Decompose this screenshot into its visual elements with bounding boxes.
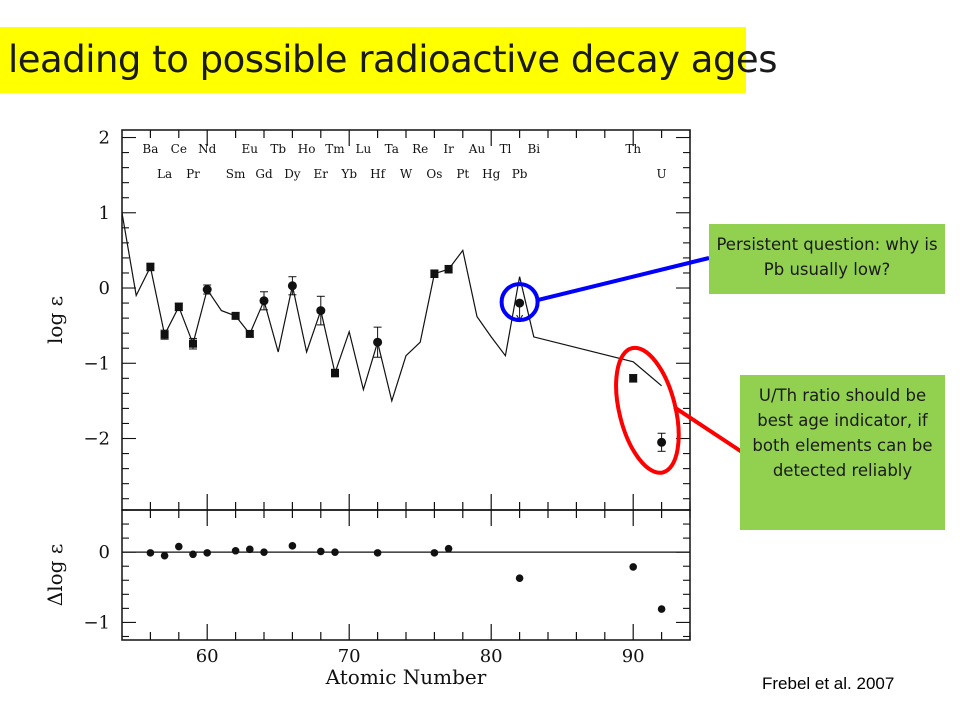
data-point: [202, 285, 212, 295]
y-axis-label: log ε: [43, 296, 67, 344]
title-banner: leading to possible radioactive decay ag…: [0, 27, 777, 93]
element-label: Yb: [340, 167, 357, 181]
data-point: [189, 339, 197, 348]
uth-highlight-ellipse: [614, 345, 681, 475]
x-axis-label: Atomic Number: [325, 665, 487, 689]
x-tick-label: 60: [196, 646, 219, 667]
data-point: [231, 311, 240, 320]
data-point: [245, 329, 254, 338]
residual-point: [629, 563, 637, 571]
data-point: [146, 262, 155, 271]
element-label: Pt: [456, 167, 469, 181]
residual-point: [246, 545, 254, 554]
residual-point: [260, 548, 268, 556]
element-label: La: [157, 167, 172, 181]
y-tick-label: 2: [99, 128, 110, 149]
residual-point: [175, 542, 183, 551]
x-tick-label: 80: [480, 646, 503, 667]
residual-point: [331, 548, 339, 556]
element-label: Pb: [512, 167, 528, 181]
element-label: Sm: [226, 167, 246, 181]
residual-point: [317, 547, 325, 556]
residual-point: [160, 551, 169, 560]
element-label: Dy: [284, 167, 301, 181]
element-label: Ho: [298, 142, 316, 156]
residual-point: [657, 605, 666, 613]
element-label: Os: [426, 167, 442, 181]
data-point: [629, 374, 638, 383]
residual-point: [430, 549, 439, 557]
residual-point: [288, 542, 297, 550]
element-label: W: [400, 167, 413, 181]
pb-highlight-circle: [499, 282, 540, 323]
data-point: [331, 369, 339, 378]
residual-point: [146, 549, 155, 557]
element-label: Hg: [482, 167, 500, 181]
element-label: Bi: [527, 142, 540, 156]
data-point: [174, 302, 183, 311]
data-point: [373, 337, 383, 347]
y-tick-label: −1: [83, 353, 110, 374]
element-label: Hf: [370, 167, 386, 181]
element-label: Er: [314, 167, 329, 181]
lower-panel-frame: [121, 509, 691, 641]
y-tick-label: 1: [99, 203, 110, 224]
slide-title: leading to possible radioactive decay ag…: [8, 38, 777, 81]
element-label: Th: [625, 142, 641, 156]
residual-point: [231, 546, 240, 555]
data-point: [160, 330, 169, 339]
element-label: Lu: [356, 142, 372, 156]
data-point: [316, 306, 326, 316]
element-label: Re: [412, 142, 428, 156]
residual-point: [515, 574, 524, 582]
element-label: Tb: [270, 142, 286, 156]
element-label: Ba: [142, 142, 158, 156]
element-label: Nd: [198, 142, 217, 156]
residual-point: [444, 544, 453, 553]
data-point: [259, 296, 269, 306]
data-point: [287, 281, 297, 291]
x-tick-label: 90: [622, 646, 645, 667]
element-label: Gd: [255, 167, 273, 181]
data-point: [430, 269, 439, 278]
data-point: [444, 265, 453, 274]
x-tick-label: 70: [338, 646, 361, 667]
element-label: Ta: [385, 142, 399, 156]
y-tick-label: −1: [83, 612, 110, 633]
upper-panel-frame: [121, 129, 691, 511]
residual-point: [203, 549, 211, 557]
element-label: Tl: [499, 142, 511, 156]
data-point: [657, 437, 667, 447]
residual-point: [189, 550, 197, 559]
residual-point: [373, 549, 382, 557]
data-point: [515, 298, 525, 308]
element-label: Ce: [171, 142, 187, 156]
citation: Frebel et al. 2007: [762, 674, 895, 693]
uth-ratio-note: U/Th ratio should be best age indicator,…: [740, 375, 945, 530]
element-label: Eu: [242, 142, 259, 156]
y-tick-label: 0: [99, 278, 110, 299]
uth-connector-line: [673, 405, 744, 454]
element-label: Tm: [325, 142, 345, 156]
y-tick-label: 0: [99, 542, 110, 563]
y-tick-label: −2: [83, 429, 110, 450]
element-label: U: [657, 167, 667, 181]
pb-connector-line: [537, 256, 710, 303]
element-label: Ir: [443, 142, 454, 156]
element-label: Pr: [186, 167, 200, 181]
delta-y-axis-label: Δlog ε: [43, 544, 67, 606]
solar-r-process-curve: [121, 212, 662, 404]
element-label: Au: [468, 142, 486, 156]
pb-question-note: Persistent question: why is Pb usually l…: [709, 224, 945, 294]
